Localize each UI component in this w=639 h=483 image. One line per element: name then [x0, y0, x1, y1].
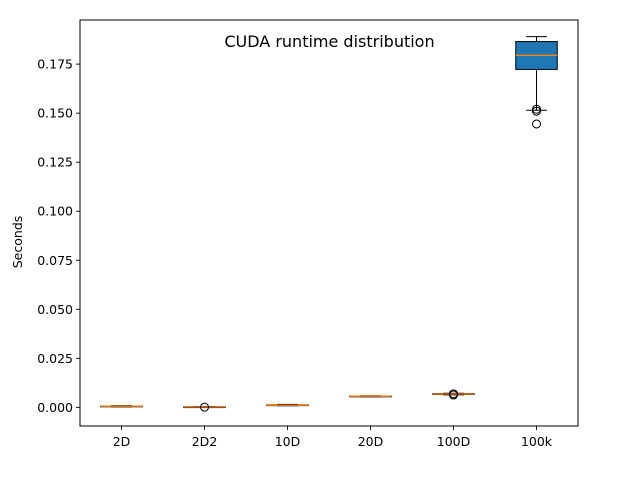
box-20d [349, 395, 392, 398]
x-tick-label: 100k [521, 434, 553, 449]
box-10d [266, 403, 309, 407]
box-2d2 [183, 402, 226, 412]
plot-area [100, 36, 558, 412]
chart-title: CUDA runtime distribution [224, 32, 434, 51]
y-tick-label: 0.125 [37, 155, 73, 170]
x-tick-label: 10D [275, 434, 301, 449]
box-100d [432, 389, 475, 400]
x-axis: 2D 2D2 10D 20D 100D 100k [113, 426, 553, 449]
outlier-point [449, 389, 458, 399]
y-tick-label: 0.050 [37, 302, 73, 317]
outlier-point [532, 119, 541, 129]
box-2d [100, 405, 143, 408]
box-100k [515, 36, 558, 129]
outlier-point [532, 106, 541, 116]
y-tick-label: 0.025 [37, 351, 73, 366]
x-tick-label: 20D [358, 434, 384, 449]
y-tick-label: 0.150 [37, 106, 73, 121]
outlier-point [200, 402, 209, 412]
x-tick-label: 2D [113, 434, 131, 449]
x-tick-label: 100D [437, 434, 470, 449]
x-tick-label: 2D2 [192, 434, 218, 449]
y-axis: 0.000 0.025 0.050 0.075 0.100 0.125 0.150 0.175 [37, 57, 80, 415]
y-axis-label: Seconds [10, 216, 25, 269]
y-tick-label: 0.175 [37, 57, 73, 72]
y-tick-label: 0.100 [37, 204, 73, 219]
y-tick-label: 0.000 [37, 400, 73, 415]
axes-frame [79, 19, 579, 427]
y-tick-label: 0.075 [37, 253, 73, 268]
